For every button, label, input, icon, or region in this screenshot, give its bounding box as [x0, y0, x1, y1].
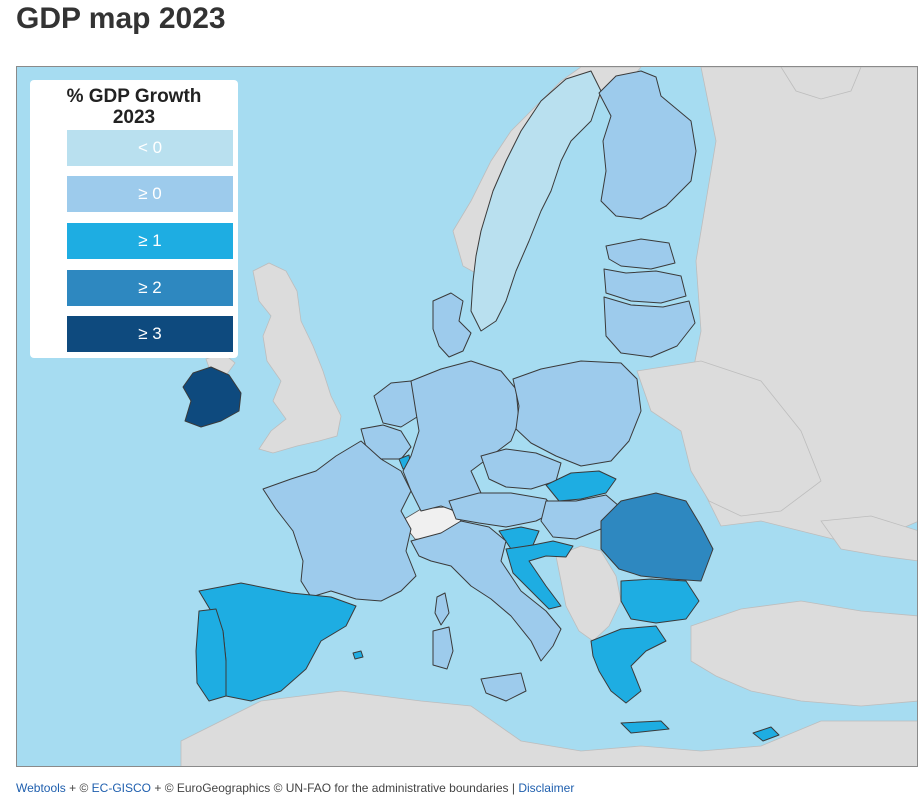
legend-item-ge2[interactable]: ≥ 2: [67, 270, 233, 306]
land-caucasus: [820, 515, 917, 562]
webtools-link[interactable]: Webtools: [16, 781, 66, 795]
attribution-text-1: + ©: [65, 781, 92, 795]
country-cyprus: [752, 726, 780, 742]
legend-item-lt0[interactable]: < 0: [67, 130, 233, 166]
country-romania: [600, 492, 714, 582]
country-poland: [512, 360, 642, 467]
legend-title-line2: 2023: [112, 107, 156, 128]
country-france: [262, 440, 417, 602]
country-malta: [352, 650, 364, 660]
country-greece-crete: [620, 720, 670, 734]
nonmember-land: [180, 67, 917, 766]
legend-item-ge0[interactable]: ≥ 0: [67, 176, 233, 212]
land-iceland-corner: [780, 67, 862, 100]
attribution-text-2: + © EuroGeographics © UN-FAO for the adm…: [151, 781, 519, 795]
land-great-britain: [252, 262, 342, 454]
country-denmark: [432, 292, 472, 358]
country-france-corsica: [434, 592, 450, 626]
disclaimer-link[interactable]: Disclaimer: [518, 781, 575, 795]
country-bulgaria: [620, 578, 700, 624]
legend-item-ge3[interactable]: ≥ 3: [67, 316, 233, 352]
legend-item-ge1[interactable]: ≥ 1: [67, 223, 233, 259]
attribution: Webtools + © EC-GISCO + © EuroGeographic…: [16, 781, 574, 795]
legend-title-line1: % GDP Growth: [66, 86, 202, 107]
country-latvia: [603, 268, 687, 304]
country-croatia: [505, 540, 574, 610]
map-svg[interactable]: [17, 67, 918, 767]
country-portugal: [195, 608, 227, 702]
country-slovenia: [498, 526, 540, 550]
land-north-africa: [180, 690, 917, 766]
ec-gisco-link[interactable]: EC-GISCO: [91, 781, 152, 795]
country-greece: [590, 625, 667, 704]
country-italy-sardinia: [432, 626, 454, 670]
legend-title: % GDP Growth 2023: [30, 86, 238, 128]
country-lithuania: [603, 296, 696, 358]
land-balkans: [555, 545, 622, 642]
land-turkey: [690, 600, 917, 707]
country-italy: [410, 520, 562, 662]
land-belarus-ukraine: [636, 360, 822, 517]
country-estonia: [605, 238, 676, 270]
eu-countries[interactable]: [182, 70, 780, 742]
country-ireland: [182, 366, 242, 428]
page-title: GDP map 2023: [16, 2, 226, 35]
country-sweden: [470, 70, 602, 332]
country-italy-sicily: [480, 672, 527, 702]
country-finland: [598, 70, 697, 220]
legend: % GDP Growth 2023 < 0 ≥ 0 ≥ 1 ≥ 2 ≥ 3: [30, 80, 238, 358]
map-area[interactable]: [16, 66, 918, 767]
